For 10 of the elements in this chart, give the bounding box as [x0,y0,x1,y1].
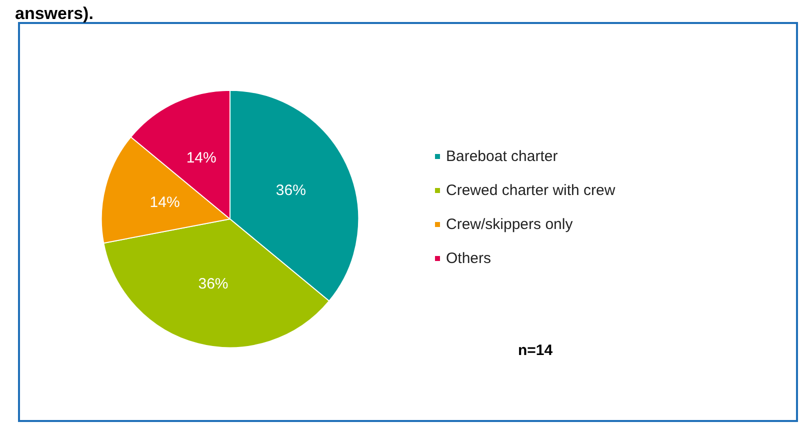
legend-label: Crew/skippers only [446,216,574,233]
data-label: 14% [186,150,216,167]
legend-label: Crewed charter with crew [446,182,616,199]
data-label: 14% [150,194,180,211]
legend-label: Others [446,250,492,267]
data-label: 36% [198,276,228,293]
chart-title: answers). [15,4,94,23]
text: n=14 [518,342,554,359]
legend-label: Bareboat charter [446,148,558,165]
data-label: 36% [276,182,306,199]
